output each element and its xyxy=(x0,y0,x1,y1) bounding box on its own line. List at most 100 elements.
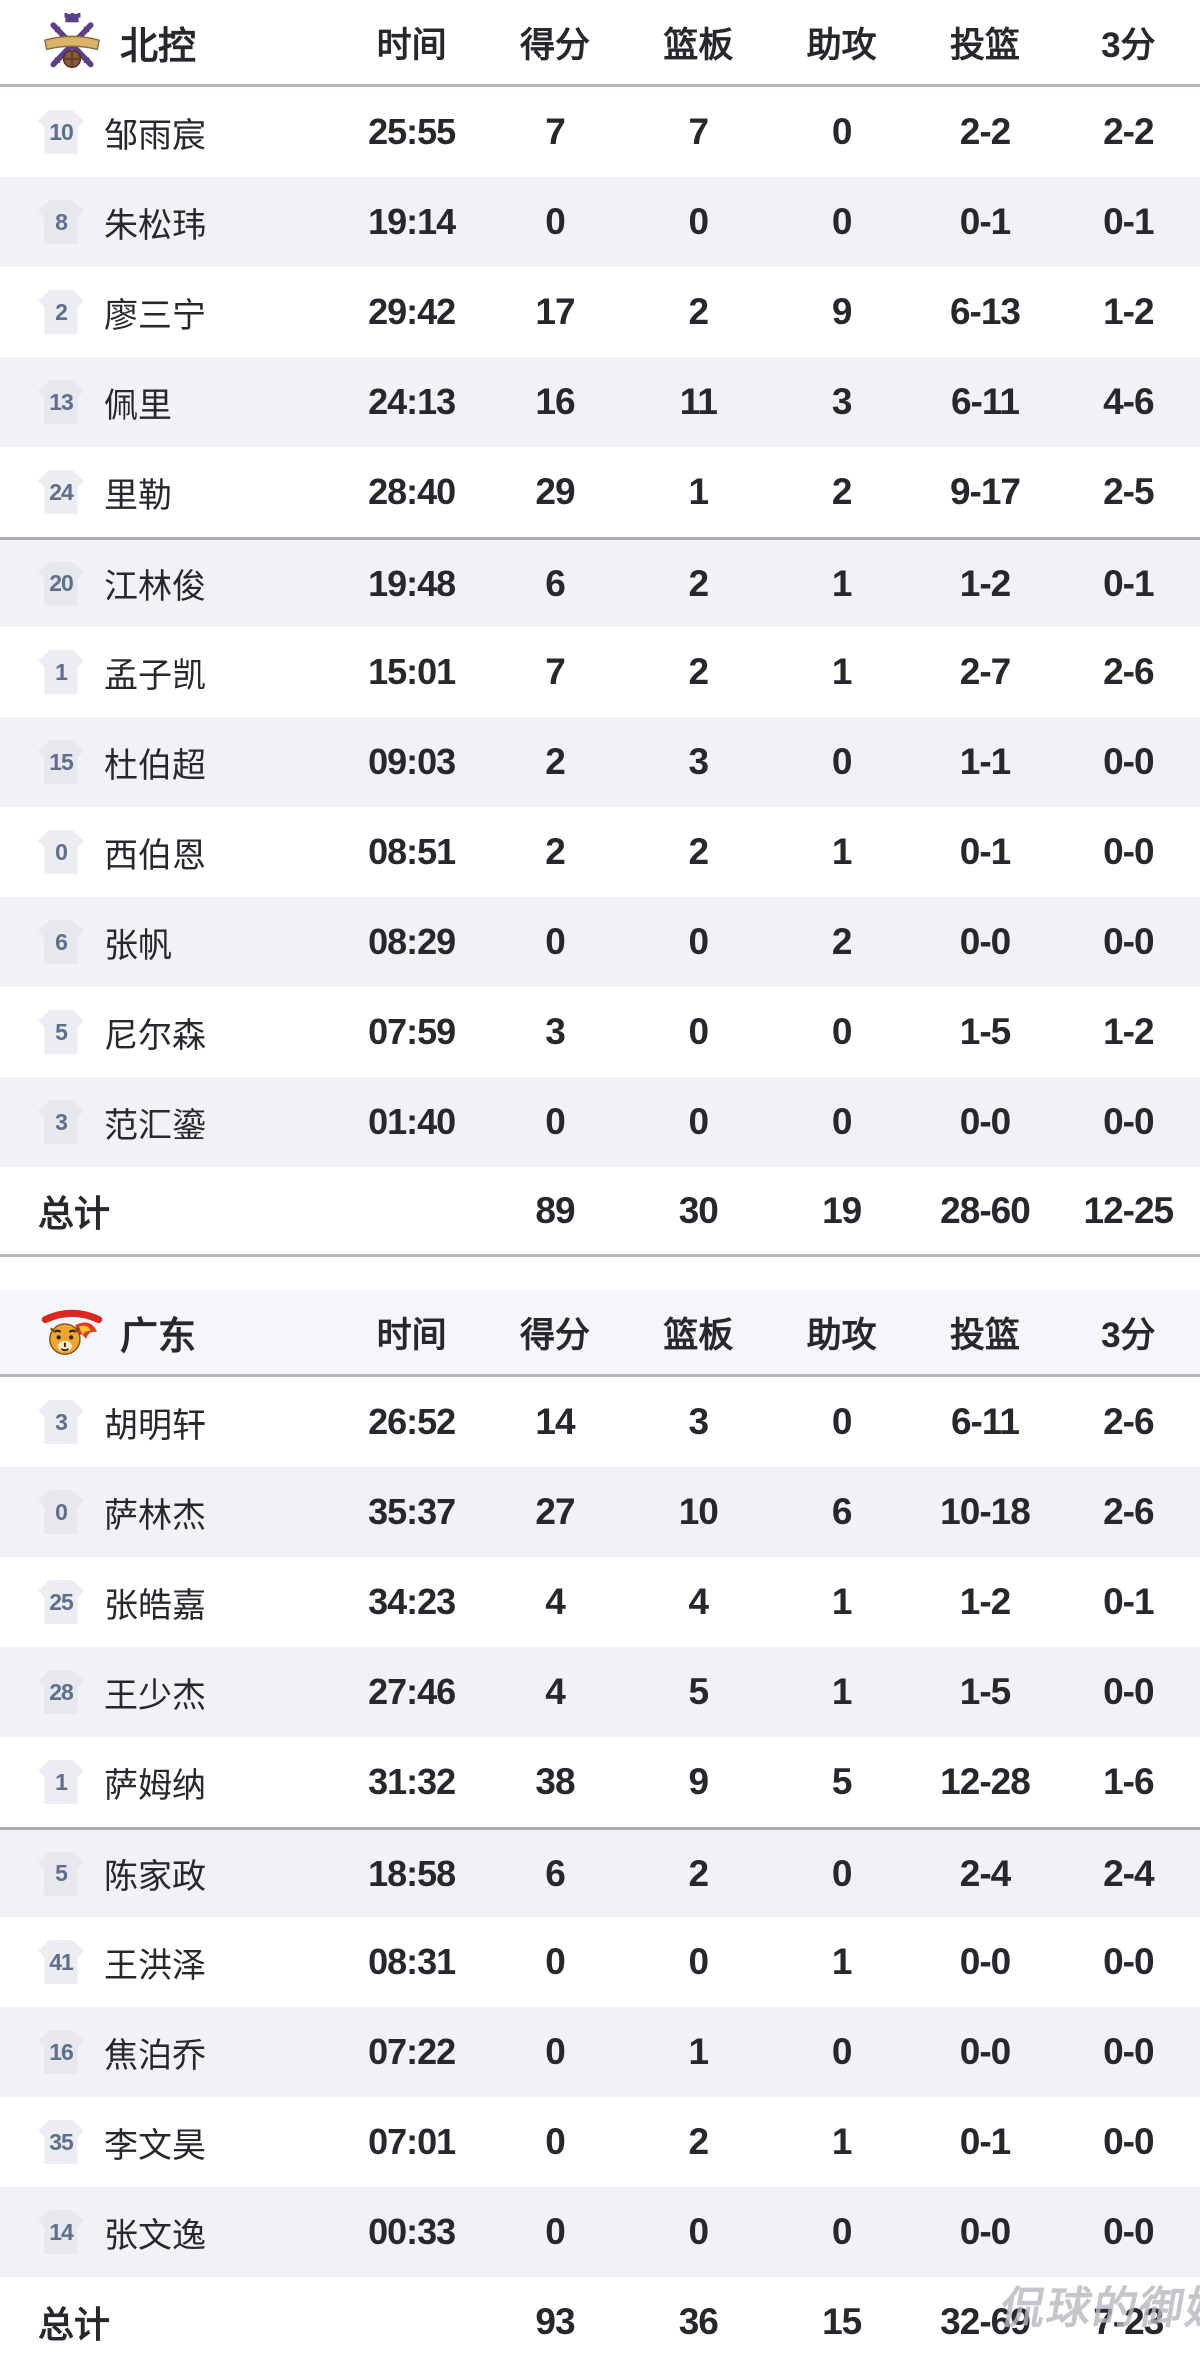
column-header-rebounds: 篮板 xyxy=(663,25,734,65)
stat-3pt: 1-6 xyxy=(1103,1761,1154,1802)
stat-3pt: 1-2 xyxy=(1103,1011,1154,1052)
stat-fg: 1-5 xyxy=(959,1671,1011,1712)
stat-assists: 0 xyxy=(831,1401,853,1442)
column-header-rebounds: 篮板 xyxy=(663,1315,734,1355)
jersey-number-badge: 3 xyxy=(38,1400,84,1444)
player-row[interactable]: 13 佩里 24:13 16 11 3 6-11 4-6 xyxy=(0,357,1200,447)
stat-assists: 0 xyxy=(831,2211,853,2252)
stat-points: 2 xyxy=(545,831,566,872)
stat-3pt: 2-6 xyxy=(1103,1491,1154,1532)
stat-assists: 1 xyxy=(831,831,853,872)
player-row[interactable]: 1 萨姆纳 31:32 38 9 5 12-28 1-6 xyxy=(0,1737,1200,1827)
stat-assists: 1 xyxy=(831,562,853,604)
stat-3pt: 0-1 xyxy=(1103,201,1154,242)
stat-3pt: 0-1 xyxy=(1103,1581,1154,1622)
stat-assists: 0 xyxy=(831,1011,853,1052)
beikong-logo-icon xyxy=(43,12,101,69)
column-header-assists: 助攻 xyxy=(806,25,877,65)
player-name: 尼尔森 xyxy=(104,1016,206,1055)
column-header-points: 得分 xyxy=(519,1315,590,1355)
stat-3pt: 0-0 xyxy=(1103,2121,1154,2162)
player-cell: 41 王洪泽 xyxy=(0,1938,340,1987)
stat-points: 38 xyxy=(535,1761,575,1802)
player-cell: 13 佩里 xyxy=(0,378,340,427)
stat-fg: 0-1 xyxy=(959,831,1011,872)
stat-rebounds: 0 xyxy=(688,1101,710,1142)
stat-fg: 0-0 xyxy=(959,2211,1011,2252)
stat-fg: 6-11 xyxy=(950,381,1020,422)
stat-points: 0 xyxy=(545,2031,566,2072)
stat-3pt: 0-0 xyxy=(1103,831,1154,872)
player-name: 焦泊乔 xyxy=(104,2036,206,2075)
player-row[interactable]: 41 王洪泽 08:31 0 0 1 0-0 0-0 xyxy=(0,1917,1200,2007)
stat-time: 31:32 xyxy=(368,1761,456,1802)
player-cell: 24 里勒 xyxy=(0,468,340,517)
jersey-number-badge: 25 xyxy=(38,1580,84,1624)
stat-rebounds: 9 xyxy=(688,1761,710,1802)
player-row[interactable]: 10 邹雨宸 25:55 7 7 0 2-2 2-2 xyxy=(0,87,1200,177)
stat-time: 08:51 xyxy=(368,831,456,872)
column-header-3pt: 3分 xyxy=(1101,25,1156,65)
player-cell: 1 萨姆纳 xyxy=(0,1758,340,1807)
totals-rebounds: 36 xyxy=(678,2301,719,2342)
player-row[interactable]: 8 朱松玮 19:14 0 0 0 0-1 0-1 xyxy=(0,177,1200,267)
team-identity[interactable]: 广东 xyxy=(0,1302,340,1362)
stat-3pt: 0-0 xyxy=(1103,2211,1154,2252)
player-row[interactable]: 14 张文逸 00:33 0 0 0 0-0 0-0 xyxy=(0,2187,1200,2277)
stat-rebounds: 2 xyxy=(688,651,710,692)
player-row[interactable]: 6 张帆 08:29 0 0 2 0-0 0-0 xyxy=(0,897,1200,987)
team-name: 北控 xyxy=(120,25,197,68)
player-row[interactable]: 0 萨林杰 35:37 27 10 6 10-18 2-6 xyxy=(0,1467,1200,1557)
player-row[interactable]: 25 张皓嘉 34:23 4 4 1 1-2 0-1 xyxy=(0,1557,1200,1647)
player-row[interactable]: 16 焦泊乔 07:22 0 1 0 0-0 0-0 xyxy=(0,2007,1200,2097)
player-row[interactable]: 1 孟子凯 15:01 7 2 1 2-7 2-6 xyxy=(0,627,1200,717)
stat-points: 14 xyxy=(535,1401,575,1442)
player-row[interactable]: 24 里勒 28:40 29 1 2 9-17 2-5 xyxy=(0,447,1200,537)
stat-3pt: 1-2 xyxy=(1103,291,1154,332)
stat-points: 4 xyxy=(545,1581,566,1622)
totals-label: 总计 xyxy=(38,2304,111,2345)
player-name: 张帆 xyxy=(104,926,172,965)
team-header-row: 广东 时间 得分 篮板 助攻 投篮 3分 xyxy=(0,1290,1200,1377)
player-row[interactable]: 0 西伯恩 08:51 2 2 1 0-1 0-0 xyxy=(0,807,1200,897)
column-header-time: 时间 xyxy=(376,25,447,65)
stat-time: 07:01 xyxy=(368,2121,456,2162)
stat-rebounds: 7 xyxy=(688,111,710,152)
stat-rebounds: 1 xyxy=(688,2031,710,2072)
player-row[interactable]: 3 胡明轩 26:52 14 3 0 6-11 2-6 xyxy=(0,1377,1200,1467)
player-row[interactable]: 5 尼尔森 07:59 3 0 0 1-5 1-2 xyxy=(0,987,1200,1077)
player-name: 萨姆纳 xyxy=(104,1766,206,1805)
player-row[interactable]: 35 李文昊 07:01 0 2 1 0-1 0-0 xyxy=(0,2097,1200,2187)
player-row[interactable]: 2 廖三宁 29:42 17 2 9 6-13 1-2 xyxy=(0,267,1200,357)
stat-fg: 2-4 xyxy=(959,1852,1011,1894)
player-row[interactable]: 20 江林俊 19:48 6 2 1 1-2 0-1 xyxy=(0,537,1200,627)
stat-assists: 1 xyxy=(831,2121,853,2162)
stat-points: 0 xyxy=(545,2121,566,2162)
stat-fg: 1-5 xyxy=(959,1011,1011,1052)
stat-points: 7 xyxy=(545,651,566,692)
stat-rebounds: 11 xyxy=(679,381,718,422)
stat-time: 34:23 xyxy=(368,1581,456,1622)
stat-fg: 2-2 xyxy=(959,111,1011,152)
team-identity[interactable]: 北控 xyxy=(0,12,340,72)
stat-time: 07:59 xyxy=(368,1011,456,1052)
player-row[interactable]: 28 王少杰 27:46 4 5 1 1-5 0-0 xyxy=(0,1647,1200,1737)
player-cell: 20 江林俊 xyxy=(0,559,340,608)
stat-time: 24:13 xyxy=(368,381,456,422)
stat-points: 0 xyxy=(545,1941,566,1982)
column-header-time: 时间 xyxy=(376,1315,447,1355)
player-cell: 0 西伯恩 xyxy=(0,828,340,877)
player-row[interactable]: 3 范汇鎏 01:40 0 0 0 0-0 0-0 xyxy=(0,1077,1200,1167)
stat-points: 6 xyxy=(545,562,566,604)
stat-points: 6 xyxy=(545,1852,566,1894)
stat-fg: 6-13 xyxy=(949,291,1021,332)
player-name: 朱松玮 xyxy=(104,206,206,245)
totals-label: 总计 xyxy=(38,1192,111,1234)
totals-assists: 15 xyxy=(822,2301,862,2342)
stat-points: 3 xyxy=(545,1011,566,1052)
player-name: 张皓嘉 xyxy=(104,1586,206,1625)
stat-fg: 0-0 xyxy=(959,1941,1011,1982)
player-row[interactable]: 5 陈家政 18:58 6 2 0 2-4 2-4 xyxy=(0,1827,1200,1917)
player-row[interactable]: 15 杜伯超 09:03 2 3 0 1-1 0-0 xyxy=(0,717,1200,807)
